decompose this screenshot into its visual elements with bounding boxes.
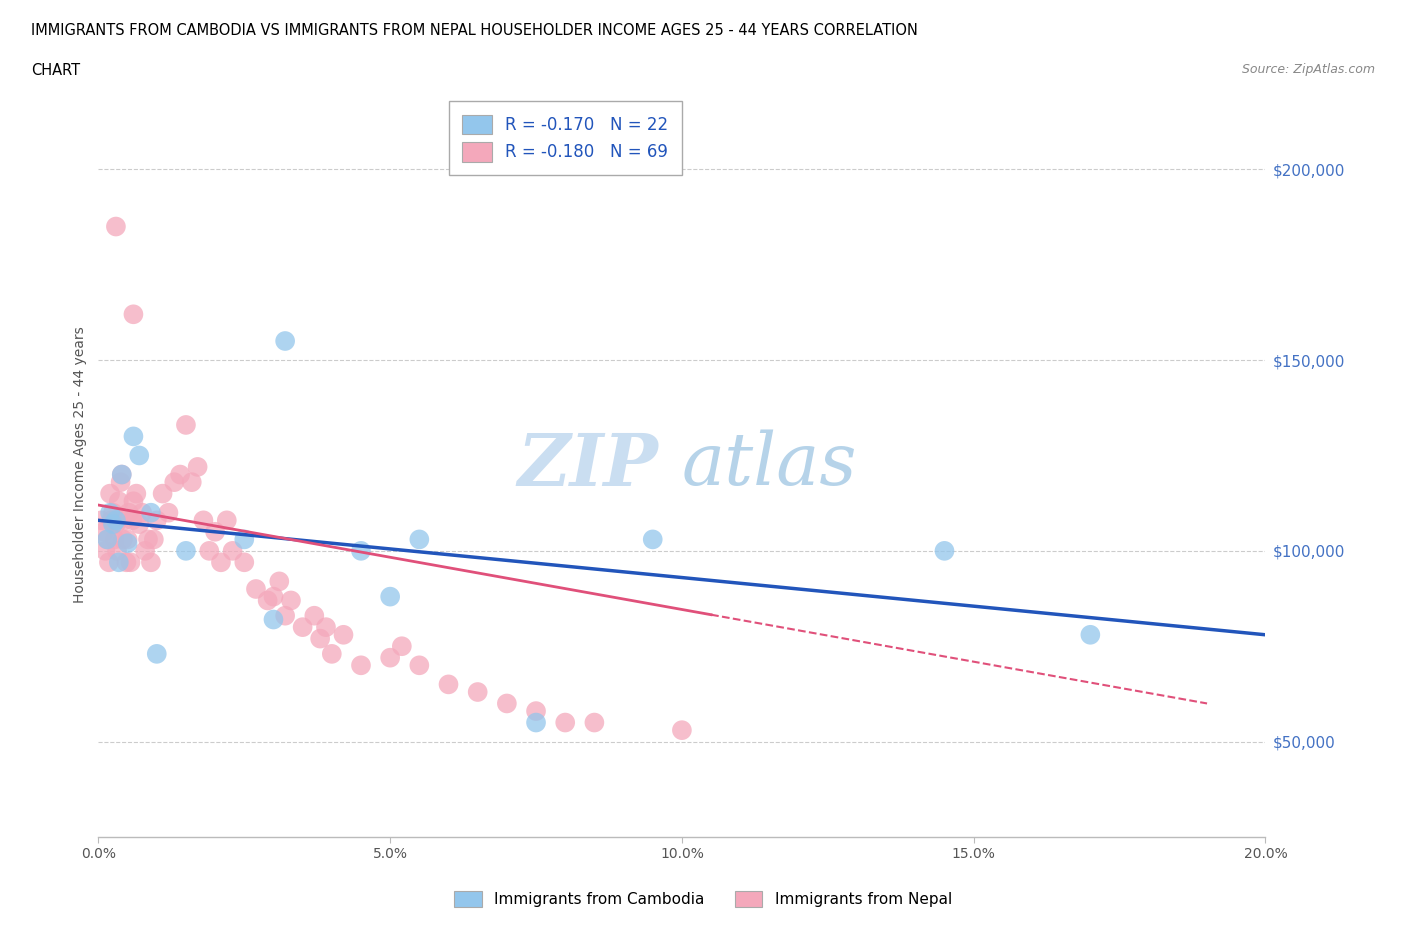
Point [350, 658, 373, 672]
Point [391, 639, 413, 654]
Point [309, 631, 332, 646]
Point [90, 512, 112, 527]
Text: IMMIGRANTS FROM CAMBODIA VS IMMIGRANTS FROM NEPAL HOUSEHOLDER INCOME AGES 25 - 4: IMMIGRANTS FROM CAMBODIA VS IMMIGRANTS F… [31, 23, 918, 38]
Text: ZIP: ZIP [517, 430, 658, 500]
Point [98, 505, 121, 520]
Point [98, 486, 121, 501]
Point [114, 512, 136, 527]
Point [104, 517, 127, 532]
Point [111, 467, 134, 482]
Point [554, 715, 576, 730]
Point [97, 555, 120, 570]
Point [524, 704, 547, 719]
Point [104, 512, 127, 527]
Point [96, 532, 118, 547]
Point [437, 677, 460, 692]
Text: Source: ZipAtlas.com: Source: ZipAtlas.com [1241, 63, 1375, 76]
Text: atlas: atlas [682, 430, 858, 500]
Point [115, 555, 138, 570]
Point [221, 543, 243, 558]
Text: CHART: CHART [31, 63, 80, 78]
Point [108, 555, 131, 570]
Point [93, 525, 115, 539]
Point [96, 532, 118, 547]
Point [139, 555, 162, 570]
Point [350, 543, 373, 558]
Point [101, 505, 124, 520]
Legend: R = -0.170   N = 22, R = -0.180   N = 69: R = -0.170 N = 22, R = -0.180 N = 69 [449, 101, 682, 175]
Point [245, 581, 267, 596]
Point [122, 494, 145, 509]
Point [198, 543, 221, 558]
Point [157, 505, 180, 520]
Point [122, 429, 145, 444]
Point [111, 532, 134, 547]
Point [100, 512, 122, 527]
Point [204, 525, 226, 539]
Point [174, 543, 197, 558]
Point [671, 723, 693, 737]
Point [104, 219, 127, 234]
Point [378, 650, 402, 665]
Point [152, 486, 174, 501]
Point [169, 467, 191, 482]
Point [180, 474, 202, 489]
Point [262, 612, 284, 627]
Point [105, 543, 128, 558]
Point [101, 517, 124, 532]
Point [215, 512, 238, 527]
Point [121, 512, 143, 527]
Point [524, 715, 547, 730]
Point [269, 574, 291, 589]
Point [139, 505, 162, 520]
Point [111, 467, 134, 482]
Point [408, 532, 430, 547]
Point [117, 536, 139, 551]
Legend: Immigrants from Cambodia, Immigrants from Nepal: Immigrants from Cambodia, Immigrants fro… [449, 884, 957, 913]
Point [274, 334, 297, 349]
Point [262, 590, 284, 604]
Point [104, 532, 127, 547]
Point [125, 486, 148, 501]
Point [136, 532, 159, 547]
Point [120, 555, 142, 570]
Point [408, 658, 430, 672]
Point [934, 543, 956, 558]
Point [134, 543, 156, 558]
Point [94, 543, 117, 558]
Point [1080, 628, 1102, 643]
Point [117, 532, 139, 547]
Point [332, 628, 354, 643]
Point [467, 684, 489, 699]
Point [122, 307, 145, 322]
Point [233, 532, 256, 547]
Point [174, 418, 197, 432]
Point [193, 512, 215, 527]
Point [108, 494, 131, 509]
Point [291, 619, 314, 634]
Point [315, 619, 337, 634]
Point [321, 646, 343, 661]
Point [146, 512, 169, 527]
Point [378, 590, 402, 604]
Point [304, 608, 326, 623]
Point [118, 505, 141, 520]
Point [583, 715, 606, 730]
Point [209, 555, 232, 570]
Point [274, 608, 297, 623]
Point [280, 593, 302, 608]
Point [146, 646, 169, 661]
Point [495, 696, 517, 711]
Point [142, 532, 165, 547]
Point [131, 505, 153, 520]
Point [187, 459, 209, 474]
Point [128, 448, 150, 463]
Point [128, 517, 150, 532]
Point [641, 532, 664, 547]
Point [233, 555, 256, 570]
Point [110, 474, 132, 489]
Point [163, 474, 186, 489]
Y-axis label: Householder Income Ages 25 - 44 years: Householder Income Ages 25 - 44 years [73, 326, 87, 604]
Point [256, 593, 278, 608]
